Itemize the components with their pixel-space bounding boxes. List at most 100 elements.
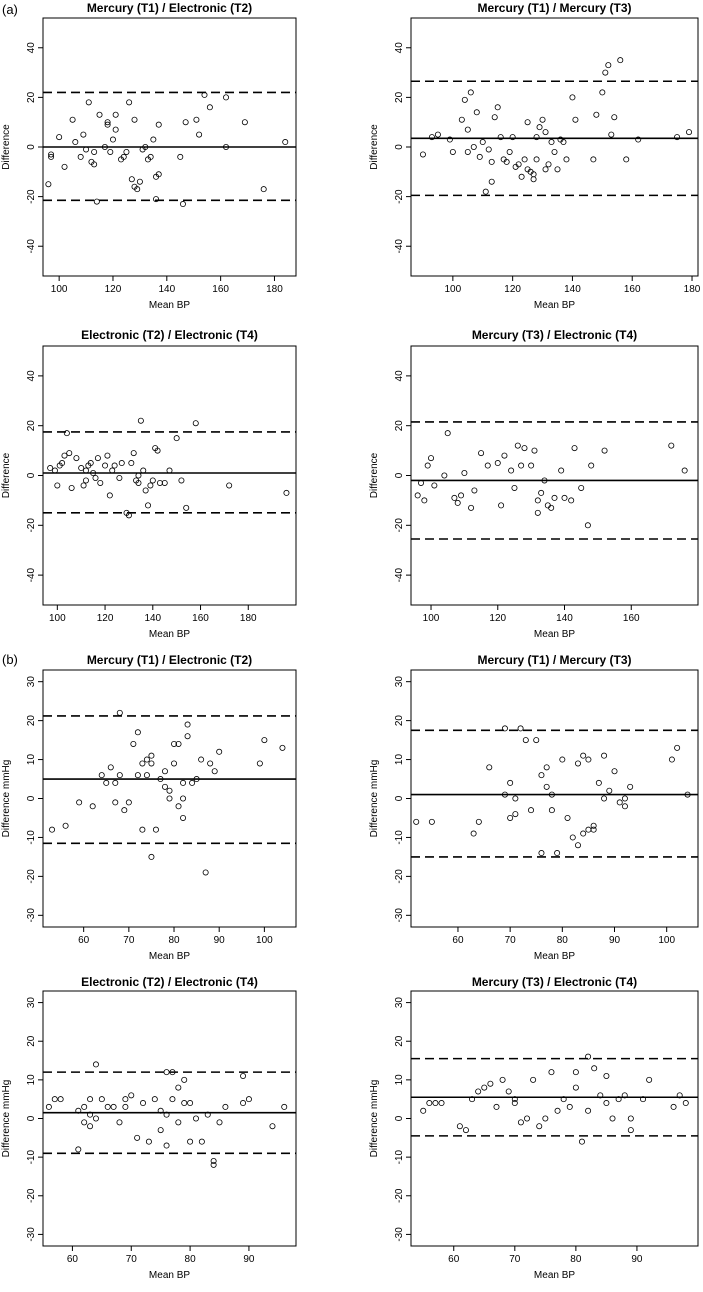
- chart-7-data-point: [640, 1096, 647, 1103]
- chart-7-y-tick-label: 10: [394, 1074, 405, 1086]
- chart-3-data-point: [561, 494, 568, 501]
- chart-7-data-point: [676, 1092, 683, 1099]
- chart-7-data-point: [670, 1103, 677, 1110]
- chart-4-y-tick-label: 30: [26, 676, 37, 688]
- chart-2-data-point: [68, 484, 75, 491]
- chart-2-y-tick-label: -40: [26, 567, 37, 582]
- chart-2-data-point: [137, 417, 144, 424]
- chart-4-y-tick-label: 0: [26, 795, 37, 801]
- chart-5-data-point: [538, 772, 545, 779]
- chart-6-data-point: [140, 1100, 147, 1107]
- chart-1-data-point: [635, 136, 642, 143]
- chart-0-data-point: [196, 131, 203, 138]
- chart-2-data-point: [61, 452, 68, 459]
- chart-4-data-point: [112, 799, 119, 806]
- chart-3-data-point: [468, 504, 475, 511]
- chart-6-data-point: [122, 1103, 129, 1110]
- chart-5-y-tick-label: 30: [394, 676, 405, 688]
- chart-4-data-point: [184, 721, 191, 728]
- chart-6-data-point: [122, 1096, 129, 1103]
- chart-7-data-point: [536, 1123, 543, 1130]
- chart-3-x-axis-label: Mean BP: [534, 629, 575, 640]
- chart-7-data-point: [469, 1096, 476, 1103]
- chart-6-data-point: [128, 1092, 135, 1099]
- chart-0-data-point: [85, 99, 92, 106]
- chart-1-y-tick-label: 20: [394, 91, 405, 103]
- chart-7-data-point: [554, 1107, 561, 1114]
- chart-2-y-axis-label: Difference: [1, 452, 12, 498]
- chart-1-data-point: [548, 139, 555, 146]
- chart-2-data-point: [226, 482, 233, 489]
- chart-5-x-tick-label: 60: [452, 935, 464, 946]
- chart-7-title: Mercury (T3) / Electronic (T4): [472, 975, 637, 989]
- chart-6-title: Electronic (T2) / Electronic (T4): [81, 975, 258, 989]
- chart-2-data-point: [80, 482, 87, 489]
- chart-4-data-point: [184, 733, 191, 740]
- chart-4-data-point: [49, 826, 56, 833]
- chart-1-x-tick-label: 180: [684, 284, 701, 295]
- chart-3-data-point: [441, 472, 448, 479]
- chart-2-data-point: [161, 479, 168, 486]
- chart-3-data-point: [558, 467, 565, 474]
- chart-1-data-point: [617, 57, 624, 64]
- chart-7-y-tick-label: -20: [394, 1188, 405, 1203]
- chart-6-data-point: [57, 1096, 64, 1103]
- chart-6-data-point: [175, 1084, 182, 1091]
- chart-2-data-point: [145, 502, 152, 509]
- chart-7-data-point: [481, 1084, 488, 1091]
- chart-1-data-point: [563, 156, 570, 163]
- chart-5-data-point: [616, 799, 623, 806]
- chart-7-y-tick-label: 20: [394, 1035, 405, 1047]
- chart-4-data-point: [211, 768, 218, 775]
- chart-4-data-point: [139, 826, 146, 833]
- chart-3-x-tick-label: 100: [423, 613, 440, 624]
- chart-3-plot-frame: [410, 345, 699, 606]
- chart-6-y-tick-label: -30: [26, 1227, 37, 1242]
- chart-1-y-axis-label: Difference: [369, 124, 380, 170]
- chart-2-data-point: [109, 467, 116, 474]
- chart-7-data-point: [603, 1073, 610, 1080]
- chart-5-x-tick-label: 100: [658, 935, 675, 946]
- chart-5-data-point: [548, 791, 555, 798]
- chart-6-y-axis-label: Difference mmHg: [1, 1080, 12, 1158]
- chart-5-y-tick-label: -10: [394, 830, 405, 845]
- chart-5-data-point: [590, 822, 597, 829]
- chart-0-data-point: [201, 91, 208, 98]
- chart-1-data-point: [533, 156, 540, 163]
- chart-4-data-point: [175, 803, 182, 810]
- chart-1-y-tick-label: 40: [394, 42, 405, 54]
- chart-2-x-tick-label: 180: [240, 613, 257, 624]
- chart-2-data-point: [128, 460, 135, 467]
- chart-0-data-point: [91, 148, 98, 155]
- chart-2-x-tick-label: 120: [97, 613, 114, 624]
- chart-7-data-point: [621, 1092, 628, 1099]
- chart-4-data-point: [189, 779, 196, 786]
- chart-2-data-point: [147, 482, 154, 489]
- chart-1-y-tick-label: -20: [394, 189, 405, 204]
- chart-5-data-point: [501, 791, 508, 798]
- chart-7-data-point: [530, 1076, 537, 1083]
- chart-1-data-point: [572, 116, 579, 123]
- chart-2-data-point: [154, 447, 161, 454]
- chart-0-data-point: [104, 121, 111, 128]
- chart-0-data-point: [147, 153, 154, 160]
- chart-2-data-point: [116, 474, 123, 481]
- chart-5-x-tick-label: 80: [557, 935, 569, 946]
- chart-1-data-point: [542, 129, 549, 136]
- chart-6-y-tick-label: 30: [26, 997, 37, 1009]
- chart-7-data-point: [548, 1069, 555, 1076]
- chart-7-y-tick-label: -10: [394, 1149, 405, 1164]
- chart-4-data-point: [107, 764, 114, 771]
- chart-2-x-tick-label: 100: [49, 613, 66, 624]
- chart-0-data-point: [48, 153, 55, 160]
- chart-5-data-point: [475, 818, 482, 825]
- chart-0-data-point: [80, 131, 87, 138]
- chart-3-data-point: [451, 494, 458, 501]
- chart-0-data-point: [48, 151, 55, 158]
- chart-7-y-tick-label: 30: [394, 997, 405, 1009]
- chart-6-x-tick-label: 70: [126, 1254, 138, 1265]
- chart-5-y-tick-label: -20: [394, 869, 405, 884]
- chart-7-data-point: [511, 1100, 518, 1107]
- chart-0-data-point: [241, 119, 248, 126]
- chart-1-data-point: [485, 146, 492, 153]
